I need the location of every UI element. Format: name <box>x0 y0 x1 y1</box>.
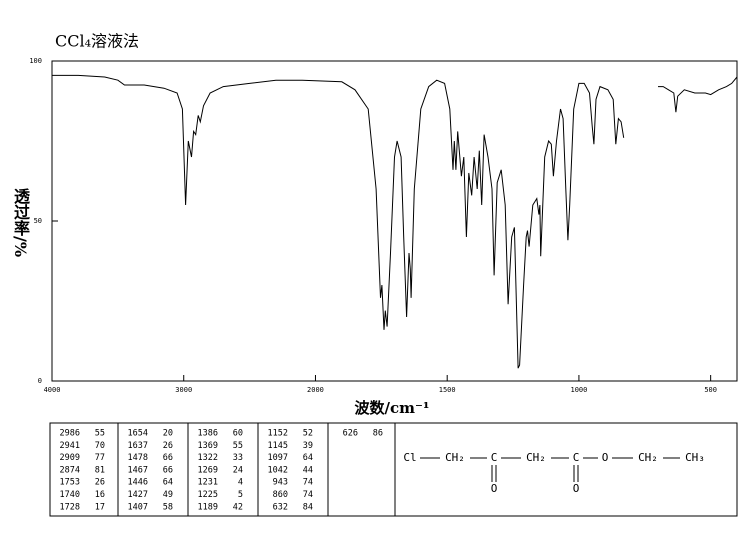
peak-wavenumber: 1478 <box>128 453 148 463</box>
peak-wavenumber: 2941 <box>60 441 80 451</box>
peak-wavenumber: 1189 <box>198 502 218 512</box>
atom: C <box>573 451 580 464</box>
peak-wavenumber: 2909 <box>60 453 80 463</box>
peak-transmittance: 58 <box>163 502 173 512</box>
peak-wavenumber: 1225 <box>198 490 218 500</box>
peak-wavenumber: 1654 <box>128 429 148 439</box>
atom: CH₂ <box>638 451 658 464</box>
peak-wavenumber: 1152 <box>268 429 288 439</box>
peak-transmittance: 81 <box>95 465 105 475</box>
x-axis-label: 波数/cm⁻¹ <box>355 399 430 417</box>
peak-wavenumber: 1231 <box>198 478 218 488</box>
peak-wavenumber: 1753 <box>60 478 80 488</box>
peak-wavenumber: 626 <box>343 429 358 439</box>
spectrum-line <box>52 74 738 369</box>
atom: CH₂ <box>526 451 546 464</box>
chart-title: CCl₄溶液法 <box>55 32 139 51</box>
peak-wavenumber: 1637 <box>128 441 148 451</box>
peak-wavenumber: 1427 <box>128 490 148 500</box>
plot-frame <box>51 60 738 382</box>
peak-transmittance: 64 <box>163 478 173 488</box>
atom: Cl <box>403 451 416 464</box>
atom: O <box>602 451 609 464</box>
y-axis-label: 透过率/% <box>11 188 30 258</box>
peak-wavenumber: 1386 <box>198 429 218 439</box>
peak-transmittance: 74 <box>303 478 313 488</box>
x-tick-label: 1000 <box>570 386 587 394</box>
peak-wavenumber: 2986 <box>60 429 80 439</box>
peak-wavenumber: 1728 <box>60 502 80 512</box>
peak-transmittance: 17 <box>95 502 105 512</box>
peak-transmittance: 24 <box>233 465 243 475</box>
peak-transmittance: 84 <box>303 502 313 512</box>
peak-transmittance: 20 <box>163 429 173 439</box>
x-tick-label: 2000 <box>307 386 324 394</box>
atom: O <box>491 482 498 495</box>
peak-transmittance: 55 <box>95 429 105 439</box>
peak-wavenumber: 1407 <box>128 502 148 512</box>
peak-transmittance: 66 <box>163 465 173 475</box>
peak-wavenumber: 2874 <box>60 465 80 475</box>
peak-wavenumber: 1145 <box>268 441 288 451</box>
peak-transmittance: 49 <box>163 490 173 500</box>
peak-wavenumber: 1467 <box>128 465 148 475</box>
peak-transmittance: 26 <box>163 441 173 451</box>
peak-transmittance: 44 <box>303 465 313 475</box>
peak-transmittance: 60 <box>233 429 243 439</box>
peak-wavenumber: 1097 <box>268 453 288 463</box>
peak-wavenumber: 860 <box>273 490 288 500</box>
peak-wavenumber: 1322 <box>198 453 218 463</box>
peak-transmittance: 16 <box>95 490 105 500</box>
peak-wavenumber: 632 <box>273 502 288 512</box>
peak-transmittance: 39 <box>303 441 313 451</box>
atom: C <box>491 451 498 464</box>
peak-transmittance: 77 <box>95 453 105 463</box>
y-tick-label: 100 <box>29 57 42 65</box>
atom: CH₃ <box>685 451 705 464</box>
peak-transmittance: 66 <box>163 453 173 463</box>
x-tick-label: 1500 <box>439 386 456 394</box>
x-tick-label: 4000 <box>44 386 61 394</box>
peak-wavenumber: 1042 <box>268 465 288 475</box>
peak-table <box>49 422 738 517</box>
peak-wavenumber: 1269 <box>198 465 218 475</box>
peak-wavenumber: 1369 <box>198 441 218 451</box>
peak-wavenumber: 943 <box>273 478 288 488</box>
peak-wavenumber: 1446 <box>128 478 148 488</box>
peak-transmittance: 5 <box>238 490 243 500</box>
x-tick-label: 500 <box>704 386 717 394</box>
peak-transmittance: 33 <box>233 453 243 463</box>
peak-transmittance: 55 <box>233 441 243 451</box>
y-tick-label: 50 <box>34 217 42 225</box>
peak-transmittance: 4 <box>238 478 243 488</box>
atom: CH₂ <box>445 451 465 464</box>
peak-transmittance: 26 <box>95 478 105 488</box>
peak-transmittance: 86 <box>373 429 383 439</box>
peak-transmittance: 70 <box>95 441 105 451</box>
atom: O <box>573 482 580 495</box>
peak-transmittance: 52 <box>303 429 313 439</box>
peak-transmittance: 74 <box>303 490 313 500</box>
peak-transmittance: 64 <box>303 453 313 463</box>
peak-transmittance: 42 <box>233 502 243 512</box>
x-tick-label: 3000 <box>175 386 192 394</box>
y-tick-label: 0 <box>38 377 42 385</box>
peak-wavenumber: 1740 <box>60 490 80 500</box>
